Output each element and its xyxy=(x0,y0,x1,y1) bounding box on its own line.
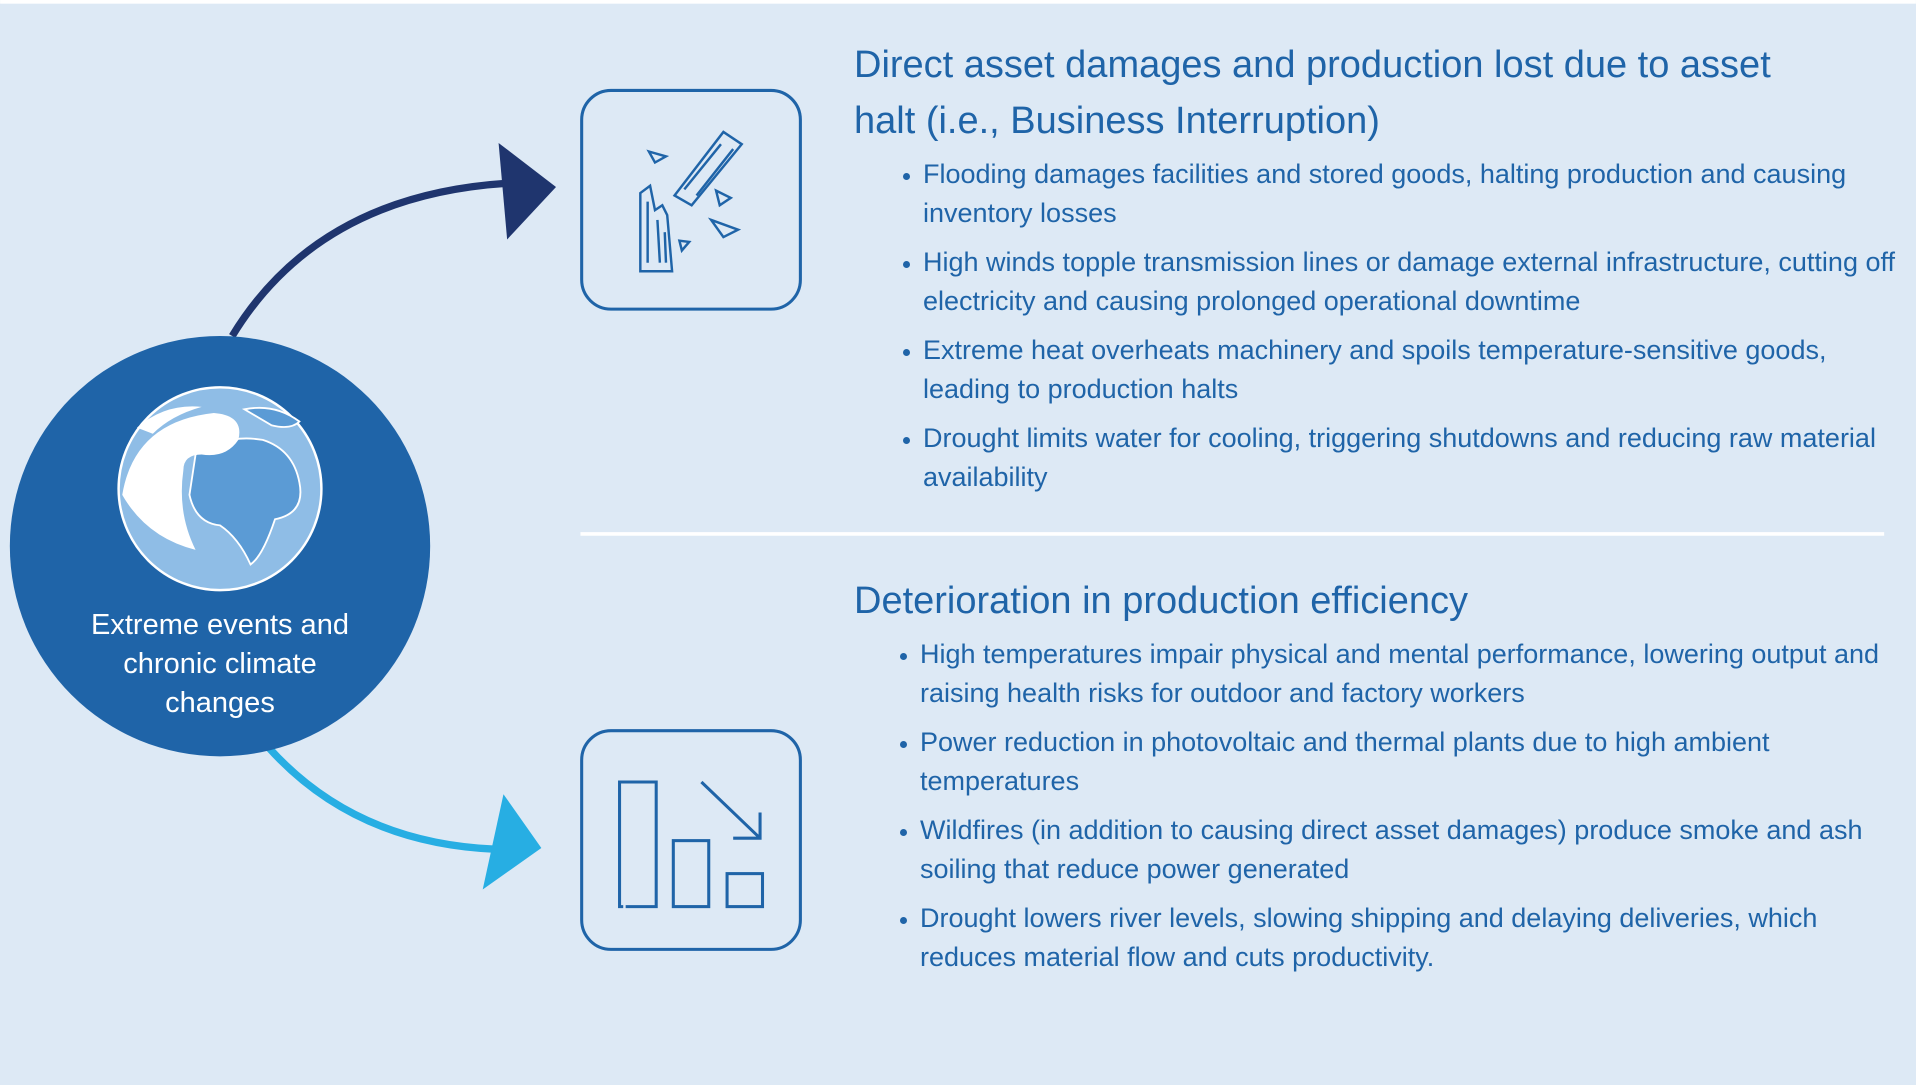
icon-box xyxy=(582,90,801,309)
bullet: High winds topple transmission lines or … xyxy=(923,243,1908,321)
broken-pillar-icon xyxy=(640,132,741,271)
bullet: Wildfires (in addition to causing direct… xyxy=(920,811,1908,889)
bullet-list: Flooding damages facilities and stored g… xyxy=(923,155,1908,507)
top-strip xyxy=(0,0,1916,4)
page: Extreme events and chronic climate chang… xyxy=(0,0,1916,1085)
arrow-top-head xyxy=(499,143,556,240)
arrow-top xyxy=(232,183,507,336)
section-title: Deterioration in production efficiency xyxy=(854,573,1814,629)
declining-bars-icon xyxy=(620,782,763,907)
bullet: Extreme heat overheats machinery and spo… xyxy=(923,331,1908,409)
bullet: High temperatures impair physical and me… xyxy=(920,635,1908,713)
bullet-list: High temperatures impair physical and me… xyxy=(920,635,1908,987)
globe-icon xyxy=(119,387,322,590)
center-label: Extreme events and chronic climate chang… xyxy=(70,606,370,723)
arrow-bottom xyxy=(269,748,495,849)
bullet: Power reduction in photovoltaic and ther… xyxy=(920,723,1908,801)
arrow-bottom-head xyxy=(483,794,542,889)
bullet: Drought lowers river levels, slowing shi… xyxy=(920,899,1908,977)
section-title: Direct asset damages and production lost… xyxy=(854,37,1814,149)
bullet: Drought limits water for cooling, trigge… xyxy=(923,419,1908,497)
bullet: Flooding damages facilities and stored g… xyxy=(923,155,1908,233)
